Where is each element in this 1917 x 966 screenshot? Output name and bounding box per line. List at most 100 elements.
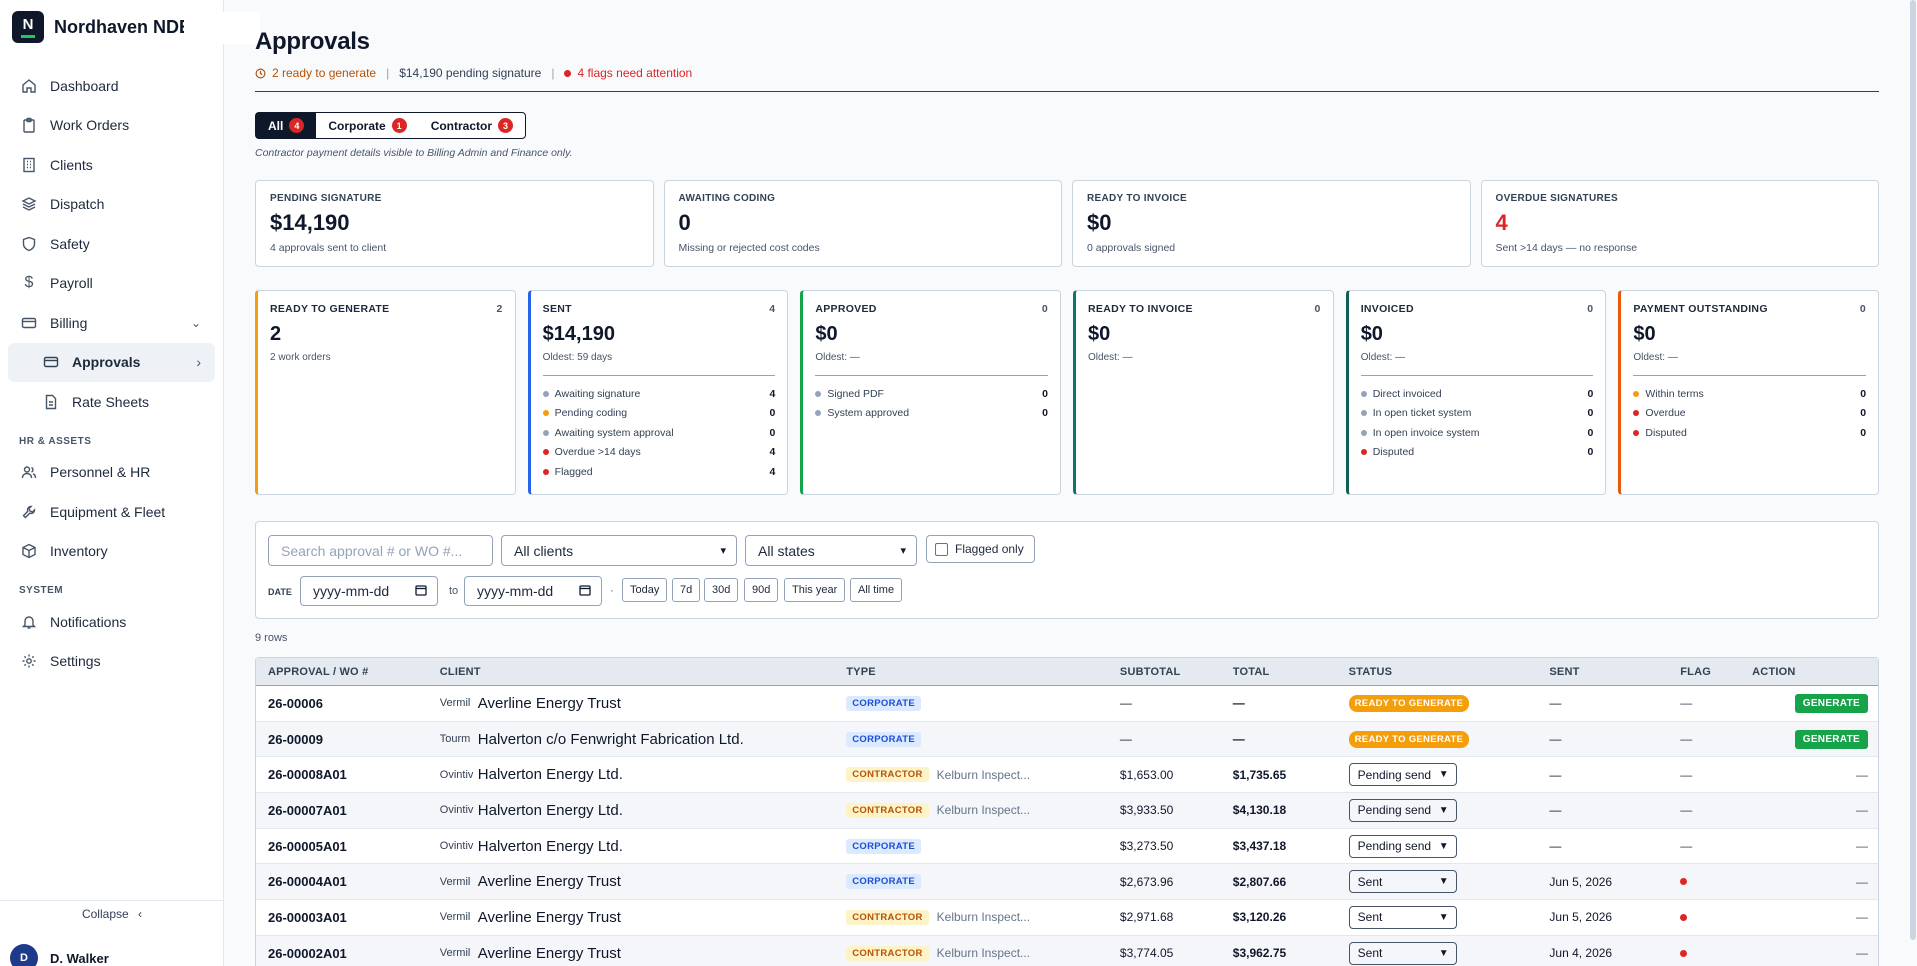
stage-breakdown-row[interactable]: Disputed 0 [1360,443,1593,463]
tab-all[interactable]: All 4 [256,113,317,138]
date-chip-today[interactable]: Today [622,578,668,602]
checkbox[interactable] [935,542,948,556]
status-select[interactable]: Pending send ▼ [1348,834,1457,858]
table-row[interactable]: 26-00007A01 Ovintiv Halverton Energy Ltd. C… [256,793,1878,829]
brand[interactable]: N Nordhaven NDE [0,0,223,54]
nav-dispatch[interactable]: Dispatch [0,185,223,225]
approval-id[interactable]: 26-00009 [268,731,323,747]
stage-breakdown-row[interactable]: Direct invoiced 0 [1360,384,1593,404]
nav-equipment[interactable]: Equipment & Fleet [0,492,223,532]
stage-breakdown-row[interactable]: Overdue >14 days 4 [542,443,775,463]
kpi-ready-to-invoice[interactable]: READY TO INVOICE $0 0 approvals signed [1072,180,1471,267]
stage-card[interactable]: PAYMENT OUTSTANDING 0 $0 Oldest: — Within te… [1618,290,1880,495]
stage-breakdown-row[interactable]: Within terms 0 [1633,384,1866,404]
nav-dashboard[interactable]: Dashboard [0,66,223,106]
nav-clients[interactable]: Clients [0,145,223,185]
approval-id[interactable]: 26-00003A01 [268,909,347,925]
date-to-input[interactable]: yyyy-mm-dd [464,576,602,606]
stage-breakdown-row[interactable]: Awaiting system approval 0 [542,423,775,443]
date-chip-this-year[interactable]: This year [784,578,846,602]
nav-payroll[interactable]: $ Payroll [0,264,223,304]
col-header[interactable]: CLIENT [439,665,481,678]
calendar-icon[interactable] [579,584,591,599]
ready-summary[interactable]: 2 ready to generate [255,66,376,80]
col-header[interactable]: TOTAL [1232,665,1270,678]
search-input[interactable]: Search approval # or WO #... [268,535,493,566]
collapse-button[interactable]: Collapse ‹ [0,907,224,921]
nav-settings[interactable]: Settings [0,642,223,682]
approval-id[interactable]: 26-00007A01 [268,802,347,818]
stage-breakdown-row[interactable]: Signed PDF 0 [815,384,1048,404]
approval-id[interactable]: 26-00006 [268,695,323,711]
col-header[interactable]: STATUS [1348,665,1393,678]
table-row[interactable]: 26-00003A01 Vermil Averline Energy Trust CO… [256,900,1878,936]
table-row[interactable]: 26-00002A01 Vermil Averline Energy Trust CO… [256,935,1878,966]
date-chip-7d[interactable]: 7d [672,578,701,602]
date-chip-30d[interactable]: 30d [704,578,739,602]
stage-card[interactable]: READY TO INVOICE 0 $0 Oldest: — [1073,290,1334,495]
stage-breakdown-row[interactable]: Awaiting signature 4 [542,384,775,404]
table-row[interactable]: 26-00006 Vermil Averline Energy Trust CORPO… [256,686,1878,722]
status-dot-icon [1360,410,1367,417]
nav-billing[interactable]: Billing ⌄ [0,303,223,343]
flag-dot-icon[interactable] [1680,949,1688,957]
type-badge: CORPORATE [846,731,921,747]
nav-personnel[interactable]: Personnel & HR [0,453,223,493]
date-chip-90d[interactable]: 90d [744,578,779,602]
stage-card[interactable]: APPROVED 0 $0 Oldest: — Signed PDF 0 System ap… [800,290,1062,495]
approval-id[interactable]: 26-00008A01 [268,767,347,783]
stage-breakdown-row[interactable]: System approved 0 [815,404,1048,424]
status-select[interactable]: Sent ▼ [1348,941,1457,965]
stage-breakdown-row[interactable]: In open ticket system 0 [1360,404,1593,424]
generate-button[interactable]: GENERATE [1794,693,1868,713]
approval-id[interactable]: 26-00002A01 [268,945,347,961]
stage-breakdown-row[interactable]: Overdue 0 [1633,404,1866,424]
flag-dot-icon[interactable] [1680,913,1688,921]
stage-breakdown-row[interactable]: Pending coding 0 [542,404,775,424]
calendar-icon[interactable] [415,584,427,599]
kpi-pending-signature[interactable]: PENDING SIGNATURE $14,190 4 approvals se… [255,180,654,267]
nav-notifications[interactable]: Notifications [0,602,223,642]
stage-breakdown-row[interactable]: In open invoice system 0 [1360,423,1593,443]
date-from-input[interactable]: yyyy-mm-dd [300,576,438,606]
nav-safety[interactable]: Safety [0,224,223,264]
flagged-only-toggle[interactable]: Flagged only [926,535,1035,563]
flag-dot-icon[interactable] [1680,878,1688,886]
status-select[interactable]: Pending send ▼ [1348,798,1457,822]
stage-card[interactable]: READY TO GENERATE 2 2 2 work orders [255,290,516,495]
approval-id[interactable]: 26-00005A01 [268,838,347,854]
table-row[interactable]: 26-00004A01 Vermil Averline Energy Trust CO… [256,864,1878,901]
table-row[interactable]: 26-00009 Tourm Halverton c/o Fenwright Fab… [256,721,1878,758]
tab-corporate[interactable]: Corporate 1 [316,113,418,138]
status-select[interactable]: Sent ▼ [1348,905,1457,929]
col-header[interactable]: TYPE [846,665,876,678]
stage-card[interactable]: SENT 4 $14,190 Oldest: 59 days Awaiting sign… [527,290,789,495]
subtotal: $2,673.96 [1119,874,1174,889]
scrollbar[interactable] [1910,0,1916,940]
tab-contractor[interactable]: Contractor 3 [419,113,525,138]
col-header[interactable]: SENT [1549,665,1580,678]
status-select[interactable]: Sent ▼ [1348,870,1457,894]
stage-breakdown-row[interactable]: Disputed 0 [1633,423,1866,443]
kpi-overdue-signatures[interactable]: OVERDUE SIGNATURES 4 Sent >14 days — no … [1480,180,1879,267]
nav-inventory[interactable]: Inventory [0,532,223,572]
col-header[interactable]: APPROVAL / WO # [268,665,369,678]
table-row[interactable]: 26-00005A01 Ovintiv Halverton Energy Ltd. C… [256,829,1878,865]
flags-summary[interactable]: 4 flags need attention [564,66,692,80]
stage-breakdown-row[interactable]: Flagged 4 [542,462,775,482]
nav-rate-sheets[interactable]: Rate Sheets [0,382,215,422]
kpi-awaiting-coding[interactable]: AWAITING CODING 0 Missing or rejected co… [663,180,1062,267]
state-select[interactable]: All states ▾ [745,535,917,566]
user-profile[interactable]: D D. Walker [10,944,109,966]
date-chip-all-time[interactable]: All time [850,578,903,602]
nav-approvals[interactable]: Approvals › [8,342,215,382]
client-select[interactable]: All clients ▾ [501,535,737,566]
col-header[interactable]: FLAG [1680,665,1711,678]
approval-id[interactable]: 26-00004A01 [268,874,347,890]
generate-button[interactable]: GENERATE [1794,729,1868,749]
table-row[interactable]: 26-00008A01 Ovintiv Halverton Energy Ltd. C… [256,757,1878,794]
col-header[interactable]: SUBTOTAL [1119,665,1181,678]
status-select[interactable]: Pending send ▼ [1348,763,1457,787]
nav-work-orders[interactable]: Work Orders [0,106,223,146]
stage-card[interactable]: INVOICED 0 $0 Oldest: — Direct invoiced 0 In o… [1345,290,1607,495]
